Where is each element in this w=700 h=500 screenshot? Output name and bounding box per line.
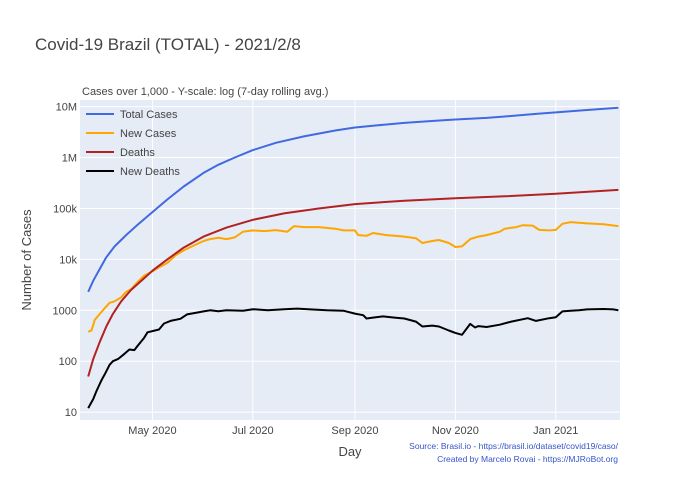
legend-item-deaths[interactable]: Deaths xyxy=(86,147,155,159)
series-lines xyxy=(87,106,619,409)
chart-title: Covid-19 Brazil (TOTAL) - 2021/2/8 xyxy=(35,35,301,54)
plot-area xyxy=(80,100,620,420)
x-tick-label: Sep 2020 xyxy=(331,425,378,437)
x-tick-labels: May 2020 Jul 2020 Sep 2020 Nov 2020 Jan 2021 xyxy=(128,425,578,437)
x-axis-label: Day xyxy=(338,444,362,459)
series-line-deaths xyxy=(87,188,619,377)
legend-item-new-cases[interactable]: New Cases xyxy=(86,128,177,140)
series-line-new-deaths xyxy=(87,307,619,409)
legend-item-new-deaths[interactable]: New Deaths xyxy=(86,166,180,178)
x-tick-label: Jul 2020 xyxy=(232,425,274,437)
y-tick-label: 10M xyxy=(56,102,77,114)
series-line-new-cases xyxy=(87,221,619,333)
x-gridlines xyxy=(151,100,557,420)
x-tick-label: May 2020 xyxy=(128,425,176,437)
y-tick-label: 1M xyxy=(62,153,77,165)
legend-label: Deaths xyxy=(120,147,155,159)
x-tick-label: Nov 2020 xyxy=(432,425,479,437)
series-line-total-cases xyxy=(87,106,619,293)
credit-note[interactable]: Created by Marcelo Rovai - https://MJRoB… xyxy=(437,454,618,464)
x-tick-label: Jan 2021 xyxy=(533,425,578,437)
chart-subtitle: Cases over 1,000 - Y-scale: log (7-day r… xyxy=(82,86,328,98)
y-tick-labels: 10 100 1000 10k 100k 1M 10M xyxy=(53,102,78,419)
y-tick-label: 10 xyxy=(65,407,77,419)
legend-item-total-cases[interactable]: Total Cases xyxy=(86,109,178,121)
legend-label: New Cases xyxy=(120,128,177,140)
source-note[interactable]: Source: Brasil.io - https://brasil.io/da… xyxy=(409,441,618,451)
y-tick-label: 10k xyxy=(59,254,77,266)
legend-label: New Deaths xyxy=(120,166,180,178)
legend-label: Total Cases xyxy=(120,109,178,121)
y-tick-label: 1000 xyxy=(53,305,77,317)
y-tick-label: 100 xyxy=(59,356,77,368)
legend[interactable]: Total Cases New Cases Deaths New Deaths xyxy=(86,109,180,178)
y-axis-label: Number of Cases xyxy=(19,209,34,311)
y-tick-label: 100k xyxy=(53,203,77,215)
